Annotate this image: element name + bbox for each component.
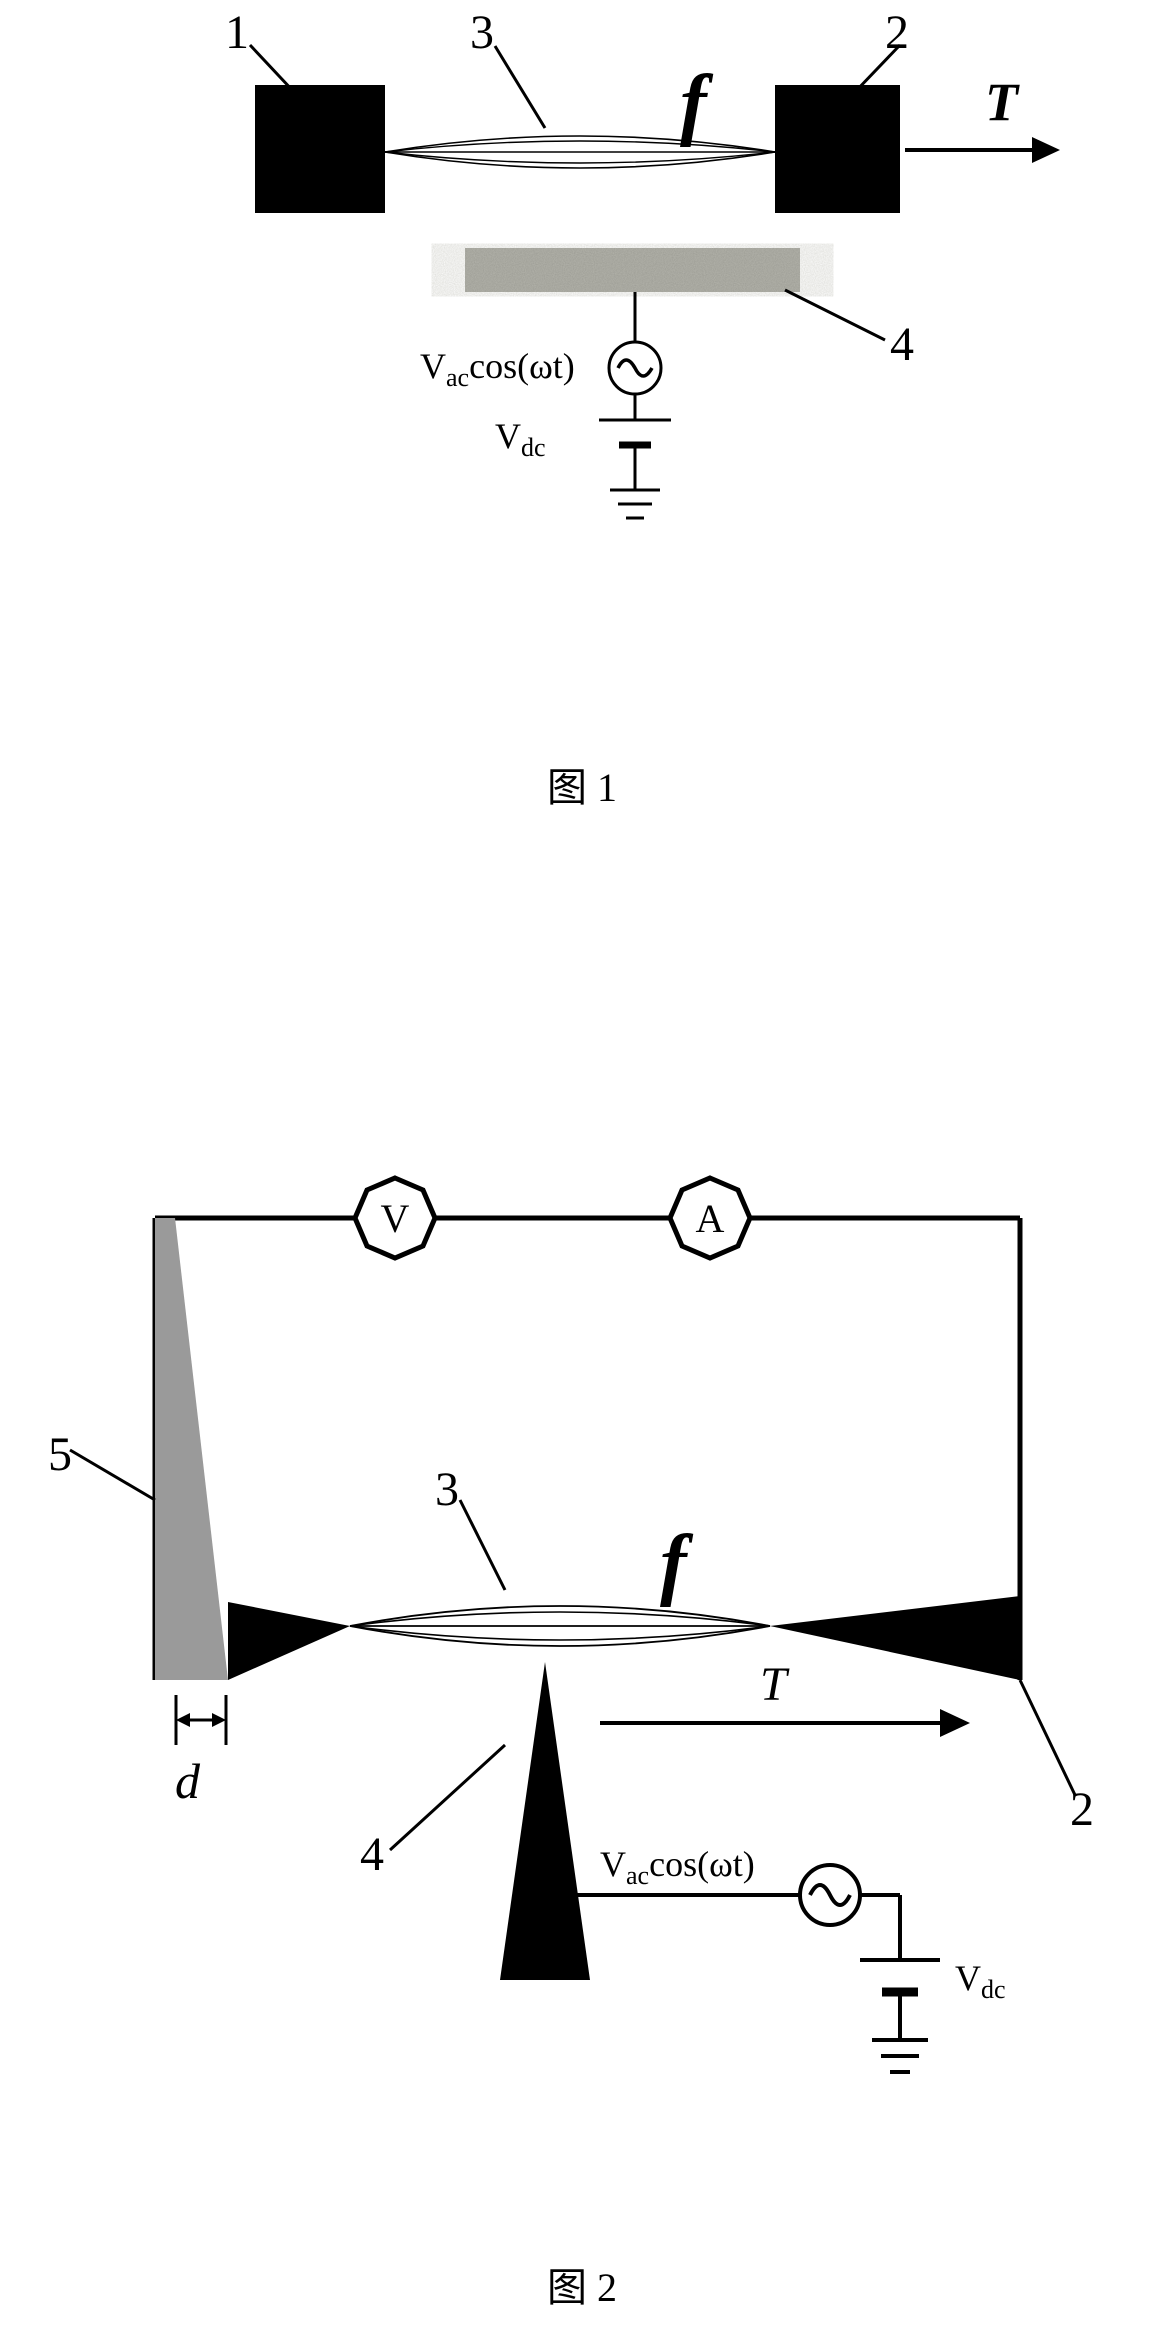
ground-symbol-2 xyxy=(872,2040,928,2072)
dc-label: Vdc xyxy=(495,416,546,462)
dc-label-2: Vdc xyxy=(955,1958,1006,2004)
probe-back xyxy=(155,1218,228,1680)
label-3b: 3 xyxy=(435,1463,459,1516)
block-left xyxy=(255,85,385,213)
figure-2: V A 5 2 3 f T d 4 xyxy=(0,1150,1164,2110)
figure-1: 1 2 3 f T 4 Vaccos(ωt) Vdc xyxy=(0,0,1164,560)
figure-2-caption: 图 2 xyxy=(0,2255,1164,2313)
ground-symbol xyxy=(610,490,660,518)
figure-1-caption: 图 1 xyxy=(0,755,1164,813)
ac-label-2: Vaccos(ωt) xyxy=(600,1844,755,1890)
svg-text:A: A xyxy=(696,1196,725,1241)
vibrating-string-2 xyxy=(350,1606,770,1626)
gate-electrode xyxy=(465,248,800,292)
svg-text:V: V xyxy=(381,1196,410,1241)
label-2: 2 xyxy=(885,6,909,59)
tension-T: T xyxy=(760,1658,790,1711)
probe-right-tip xyxy=(770,1596,1020,1680)
label-5: 5 xyxy=(48,1428,72,1481)
vibrating-string xyxy=(385,136,775,152)
voltmeter: V xyxy=(355,1178,435,1258)
label-3: 3 xyxy=(470,6,494,59)
ac-label: Vaccos(ωt) xyxy=(420,346,575,392)
frequency-f-2: f xyxy=(660,1520,694,1608)
probe-left-tip xyxy=(228,1602,350,1680)
label-4b: 4 xyxy=(360,1828,384,1881)
gate-probe xyxy=(500,1662,590,1980)
label-1: 1 xyxy=(225,6,249,59)
svg-text:d: d xyxy=(175,1753,201,1809)
label-4: 4 xyxy=(890,318,914,371)
label-2b: 2 xyxy=(1070,1783,1094,1836)
label-T: T xyxy=(985,72,1020,132)
dimension-d: d xyxy=(175,1695,226,1809)
block-right xyxy=(775,85,900,213)
frequency-f: f xyxy=(680,60,714,148)
ammeter: A xyxy=(670,1178,750,1258)
